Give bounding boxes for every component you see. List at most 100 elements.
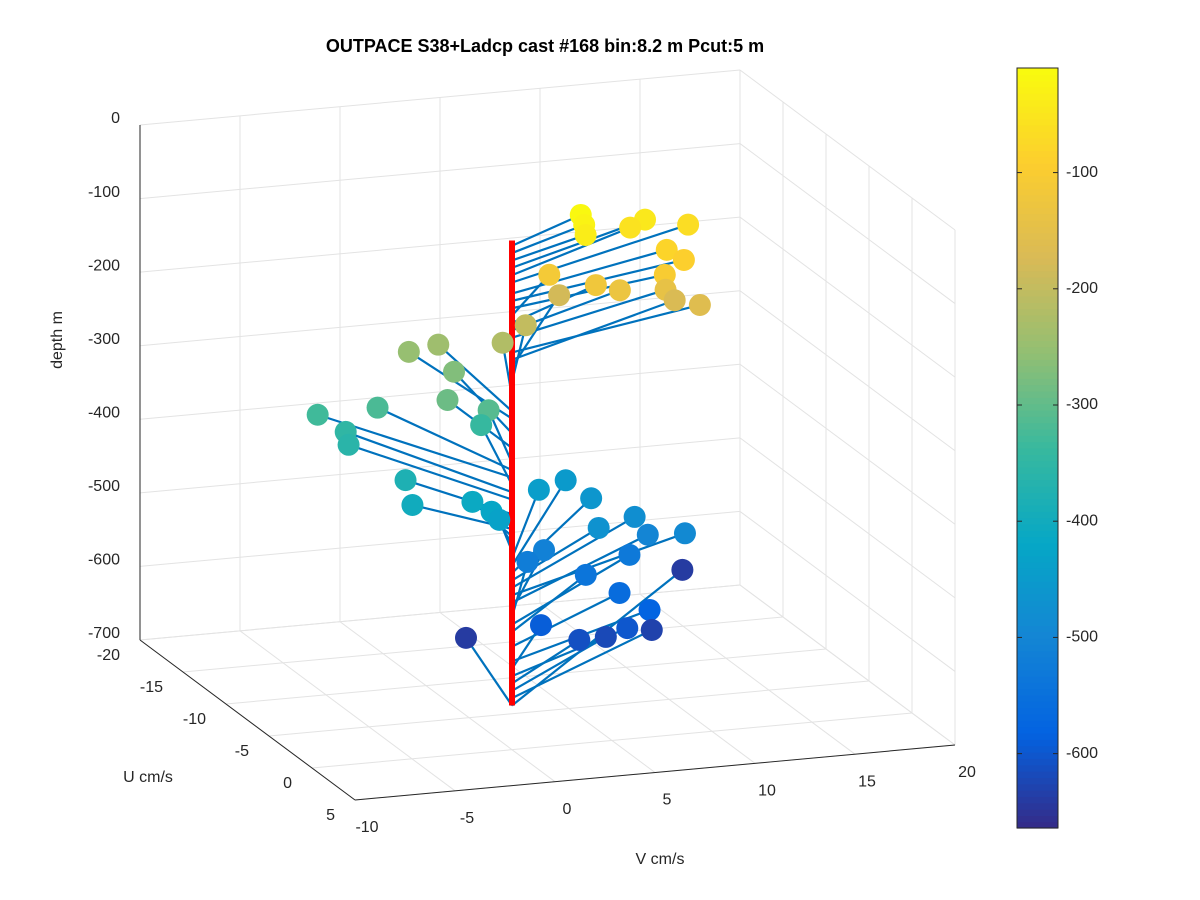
vector-line — [511, 573, 587, 633]
data-point — [538, 263, 561, 286]
colorbar-swatch — [1017, 365, 1058, 373]
colorbar-swatch — [1017, 99, 1058, 107]
data-point — [616, 617, 639, 640]
colorbar-swatch — [1017, 118, 1058, 126]
colorbar-swatch — [1017, 207, 1058, 215]
z-axis-label: depth m — [49, 311, 66, 369]
vector-line — [345, 430, 513, 494]
colorbar-tick-label: -500 — [1066, 629, 1098, 646]
colorbar-swatch — [1017, 606, 1058, 614]
colorbar-swatch — [1017, 733, 1058, 740]
colorbar-swatch — [1017, 777, 1058, 785]
colorbar-swatch — [1017, 587, 1058, 595]
colorbar-swatch — [1017, 188, 1058, 196]
colorbar-swatch — [1017, 821, 1058, 829]
colorbar-swatch — [1017, 144, 1058, 151]
data-point — [527, 478, 550, 501]
z-tick-label: -700 — [88, 625, 120, 642]
grid-line — [239, 630, 456, 792]
data-point — [337, 433, 360, 456]
vector-line — [511, 233, 586, 262]
colorbar-swatch — [1017, 378, 1058, 386]
data-point — [397, 340, 420, 363]
x-tick-label: -5 — [460, 810, 474, 827]
colorbar-swatch — [1017, 403, 1058, 411]
colorbar-swatch — [1017, 543, 1058, 550]
colorbar-swatch — [1017, 511, 1058, 519]
colorbar-swatch — [1017, 562, 1058, 569]
colorbar-swatch — [1017, 258, 1058, 265]
data-point — [640, 619, 663, 642]
data-point — [306, 403, 329, 426]
colorbar-swatch — [1017, 555, 1058, 563]
colorbar-swatch — [1017, 106, 1058, 113]
grid-line — [739, 437, 956, 599]
vector-line — [511, 303, 701, 354]
data-point — [623, 505, 646, 528]
colorbar-swatch — [1017, 296, 1058, 303]
colorbar-swatch — [1017, 416, 1058, 424]
grid-line — [311, 712, 913, 769]
vector-line — [511, 629, 653, 700]
colorbar-swatch — [1017, 460, 1058, 468]
colorbar-swatch — [1017, 150, 1058, 158]
colorbar-swatch — [1017, 530, 1058, 538]
data-point — [514, 314, 537, 337]
data-point — [574, 223, 597, 246]
colorbar-swatch — [1017, 321, 1058, 329]
colorbar-swatch — [1017, 505, 1058, 512]
colorbar-swatch — [1017, 745, 1058, 753]
colorbar-swatch — [1017, 574, 1058, 582]
colorbar-swatch — [1017, 682, 1058, 690]
colorbar-swatch — [1017, 429, 1058, 436]
colorbar-swatch — [1017, 264, 1058, 272]
grid-line — [739, 143, 956, 304]
vector-line — [377, 406, 513, 472]
data-point — [394, 469, 417, 492]
colorbar-swatch — [1017, 201, 1058, 208]
colorbar-swatch — [1017, 790, 1058, 797]
colorbar-swatch — [1017, 486, 1058, 493]
data-point — [568, 628, 591, 651]
colorbar-swatch — [1017, 213, 1058, 221]
axis-line — [139, 639, 356, 801]
vector-line — [511, 226, 631, 277]
colorbar-swatch — [1017, 137, 1058, 145]
colorbar-swatch — [1017, 315, 1058, 322]
data-point — [638, 598, 661, 621]
colorbar-swatch — [1017, 676, 1058, 683]
colorbar-swatch — [1017, 815, 1058, 823]
data-point — [516, 550, 539, 573]
data-point — [677, 213, 700, 236]
chart-title: OUTPACE S38+Ladcp cast #168 bin:8.2 m Pc… — [326, 36, 764, 56]
data-point — [427, 333, 450, 356]
grid-line — [139, 69, 741, 126]
data-point — [488, 508, 511, 531]
x-tick-label: 5 — [663, 792, 672, 809]
grid-line — [268, 680, 870, 737]
colorbar-swatch — [1017, 600, 1058, 607]
data-point — [587, 516, 610, 539]
vector-line — [511, 479, 567, 567]
colorbar-swatch — [1017, 479, 1058, 487]
colorbar-swatch — [1017, 663, 1058, 671]
colorbar-swatch — [1017, 226, 1058, 234]
data-point — [671, 558, 694, 581]
colorbar-tick-label: -300 — [1066, 396, 1098, 413]
z-tick-label: -300 — [88, 331, 120, 348]
colorbar-swatch — [1017, 283, 1058, 291]
colorbar-swatch — [1017, 131, 1058, 139]
colorbar-swatch — [1017, 435, 1058, 443]
colorbar-swatch — [1017, 308, 1058, 316]
data-point — [533, 539, 556, 562]
colorbar-swatch — [1017, 764, 1058, 772]
vector-line — [511, 213, 582, 247]
colorbar-swatch — [1017, 467, 1058, 474]
colorbar-swatch — [1017, 638, 1058, 645]
data-point — [688, 293, 711, 316]
colorbar-swatch — [1017, 739, 1058, 747]
colorbar-swatch — [1017, 80, 1058, 88]
data-point — [491, 331, 514, 354]
data-point — [574, 563, 597, 586]
